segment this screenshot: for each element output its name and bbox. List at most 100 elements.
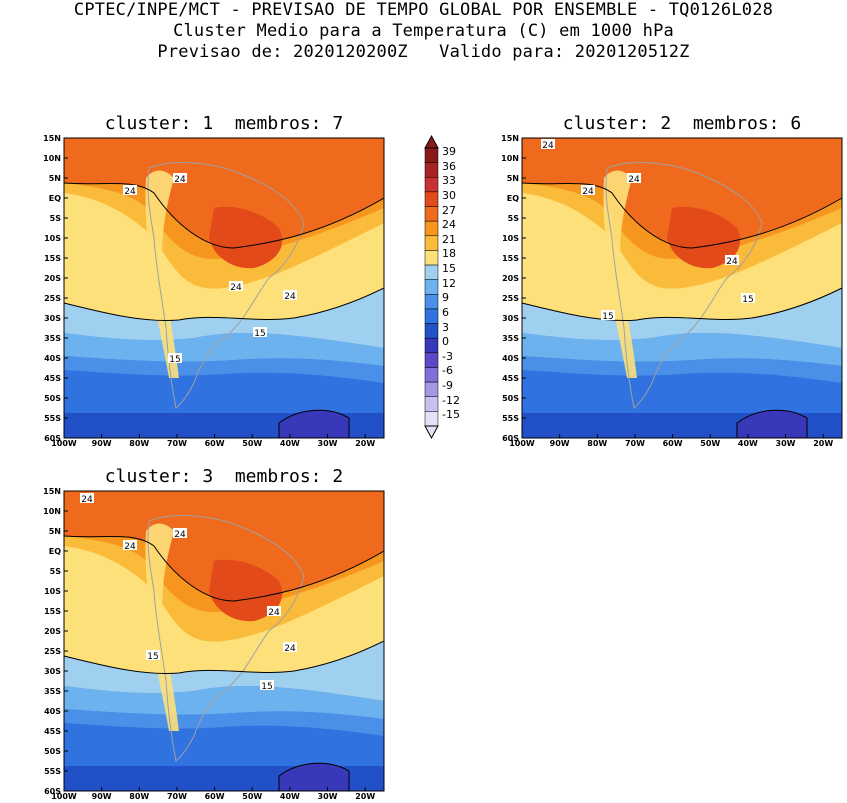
colorbar-swatch (424, 396, 439, 412)
contour-label: 24 (173, 528, 187, 540)
panel-3-title: cluster: 3 membros: 2 (104, 466, 344, 487)
svg-text:24: 24 (174, 530, 186, 540)
lat-tick-label: 60S (44, 434, 61, 443)
colorbar-swatch (424, 279, 439, 295)
lat-tick-label: 50S (502, 394, 519, 403)
lat-tick-label: 40S (44, 707, 61, 716)
lat-tick-label: 10S (502, 234, 519, 243)
colorbar-label: 0 (442, 335, 449, 349)
contour-label: 24 (283, 290, 297, 302)
lat-tick-label: 15S (502, 254, 519, 263)
colorbar-swatch (424, 177, 439, 193)
lon-tick-label: 80W (587, 439, 607, 448)
contour-label: 15 (253, 327, 267, 339)
lat-tick-label: 20S (44, 627, 61, 636)
colorbar-swatch (424, 411, 439, 427)
lon-tick-label: 30W (318, 439, 338, 448)
lon-tick-label: 90W (92, 792, 112, 801)
colorbar-swatch (424, 308, 439, 324)
colorbar-label: 9 (442, 291, 449, 305)
colorbar-swatch (424, 264, 439, 280)
svg-text:15: 15 (602, 312, 613, 322)
lat-tick-label: 5S (50, 567, 62, 576)
lat-tick-label: 60S (502, 434, 519, 443)
lon-tick-label: 50W (242, 439, 262, 448)
lon-tick-label: 90W (92, 439, 112, 448)
colorbar-swatch (424, 191, 439, 207)
svg-text:24: 24 (542, 141, 554, 151)
colorbar-swatch (424, 235, 439, 251)
lat-tick-label: 10N (501, 154, 519, 163)
colorbar-label: -12 (442, 393, 460, 407)
svg-text:24: 24 (81, 495, 93, 505)
svg-text:15: 15 (169, 355, 180, 365)
lat-tick-label: 15N (43, 134, 61, 143)
colorbar-label: 3 (442, 320, 449, 334)
header-line-2: Cluster Medio para a Temperatura (C) em … (173, 21, 674, 41)
lat-tick-label: 5S (508, 214, 520, 223)
colorbar-top-arrow (424, 134, 439, 149)
lat-tick-label: EQ (49, 547, 61, 556)
colorbar-swatch (424, 367, 439, 383)
svg-text:24: 24 (124, 542, 136, 552)
lon-tick-label: 30W (776, 439, 796, 448)
svg-text:15: 15 (254, 329, 265, 339)
colorbar-label: -3 (442, 349, 453, 363)
lat-tick-label: 25S (44, 294, 61, 303)
colorbar-label: 21 (442, 232, 456, 246)
svg-text:15: 15 (147, 652, 158, 662)
colorbar-swatch (424, 206, 439, 222)
svg-text:24: 24 (174, 175, 186, 185)
colorbar-label: 15 (442, 262, 456, 276)
contour-label: 15 (146, 650, 160, 662)
svg-text:15: 15 (742, 295, 753, 305)
colorbar-label: -6 (442, 364, 453, 378)
colorbar (424, 134, 439, 440)
contour-label: 15 (601, 310, 615, 322)
lat-tick-label: 5N (49, 527, 61, 536)
svg-text:24: 24 (230, 283, 242, 293)
lat-tick-label: 55S (44, 767, 61, 776)
colorbar-label: 30 (442, 188, 456, 202)
svg-text:24: 24 (628, 175, 640, 185)
contour-label: 15 (741, 293, 755, 305)
panel-1-title: cluster: 1 membros: 7 (104, 113, 344, 134)
colorbar-swatch (424, 352, 439, 368)
lat-tick-label: 10N (43, 154, 61, 163)
lat-tick-label: 35S (44, 687, 61, 696)
lon-tick-label: 40W (280, 439, 300, 448)
contour-label: 24 (725, 255, 739, 267)
lat-tick-label: 55S (502, 414, 519, 423)
contour-label: 24 (229, 281, 243, 293)
lat-tick-label: 5S (50, 214, 62, 223)
lat-tick-label: 60S (44, 787, 61, 796)
colorbar-label: 12 (442, 276, 456, 290)
lat-tick-label: 30S (44, 667, 61, 676)
lat-tick-label: 20S (502, 274, 519, 283)
colorbar-label: 6 (442, 305, 449, 319)
svg-text:15: 15 (261, 682, 272, 692)
lon-tick-label: 60W (205, 439, 225, 448)
lat-tick-label: 45S (44, 727, 61, 736)
lat-tick-label: 5N (507, 174, 519, 183)
lon-tick-label: 70W (625, 439, 645, 448)
lat-tick-label: 25S (44, 647, 61, 656)
svg-text:24: 24 (284, 292, 296, 302)
lat-tick-label: 5N (49, 174, 61, 183)
lon-tick-label: 80W (129, 792, 149, 801)
colorbar-swatch (424, 323, 439, 339)
colorbar-label: 18 (442, 247, 456, 261)
header-line-1: CPTEC/INPE/MCT - PREVISAO DE TEMPO GLOBA… (73, 0, 774, 20)
colorbar-swatch (424, 220, 439, 237)
contour-label: 24 (80, 493, 94, 505)
colorbar-swatch (424, 250, 439, 266)
lon-tick-label: 20W (355, 792, 375, 801)
svg-text:24: 24 (124, 187, 136, 197)
map-panel-3 (63, 490, 385, 792)
lat-tick-label: 45S (44, 374, 61, 383)
map-panel-2 (521, 137, 843, 439)
colorbar-label: -9 (442, 379, 453, 393)
lat-tick-label: EQ (507, 194, 519, 203)
lat-tick-label: 25S (502, 294, 519, 303)
colorbar-label: -15 (442, 408, 460, 422)
